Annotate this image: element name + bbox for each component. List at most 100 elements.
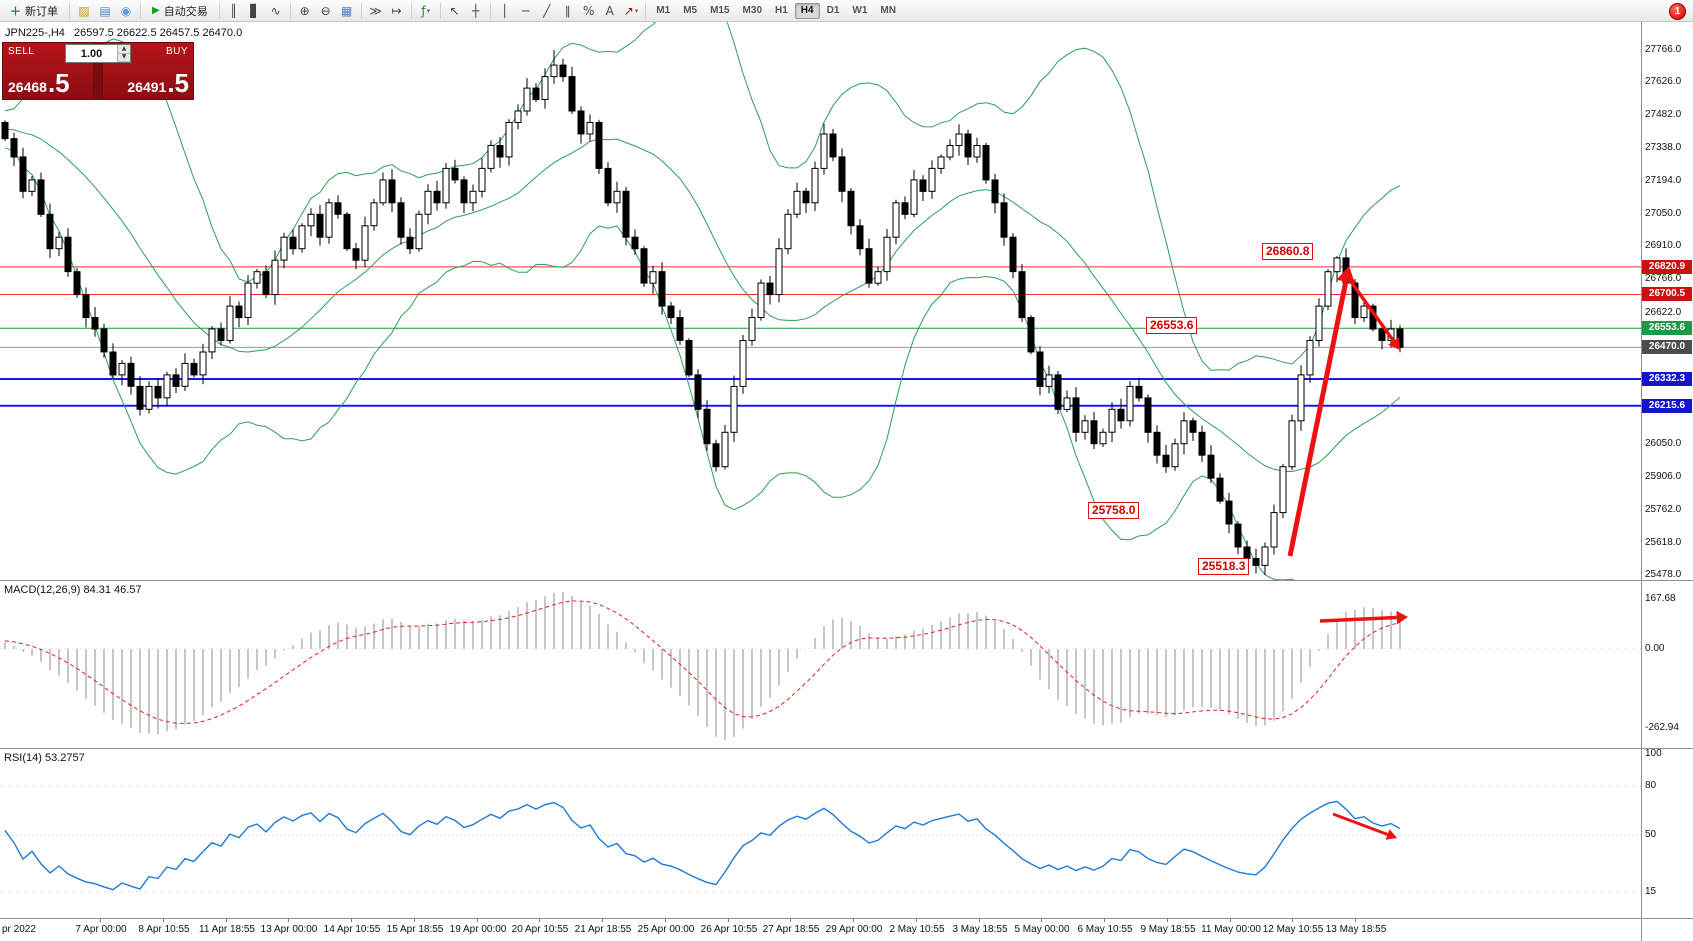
sell-price: 26468.5 bbox=[8, 68, 70, 98]
lot-decrease-button[interactable]: ▼ bbox=[118, 53, 130, 62]
time-tick bbox=[979, 918, 980, 922]
time-axis-label: 26 Apr 10:55 bbox=[700, 924, 758, 935]
panel-separator[interactable] bbox=[0, 748, 1693, 749]
price-badge: 26470.0 bbox=[1642, 340, 1692, 354]
price-badge: 26700.5 bbox=[1642, 287, 1692, 301]
price-annotation-label[interactable]: 25518.3 bbox=[1198, 558, 1250, 575]
timeframe-w1-button[interactable]: W1 bbox=[846, 3, 873, 19]
autotrading-play-icon: ▶ bbox=[152, 5, 160, 16]
time-axis-label: 15 Apr 18:55 bbox=[386, 924, 444, 935]
price-tick-label: 25618.0 bbox=[1645, 537, 1682, 548]
cursor-icon[interactable]: ↖ bbox=[445, 2, 465, 20]
candles-chart-icon[interactable]: ▋ bbox=[245, 2, 265, 20]
lot-spinner: ▲ ▼ bbox=[117, 45, 130, 62]
new-order-button[interactable]: ＋ 新订单 bbox=[3, 2, 65, 20]
macd-histogram bbox=[4, 592, 1401, 741]
time-tick bbox=[477, 918, 478, 922]
time-axis-label: 25 Apr 00:00 bbox=[637, 924, 695, 935]
autoscroll-icon[interactable]: ≫ bbox=[366, 2, 386, 20]
time-tick bbox=[916, 918, 917, 922]
time-axis-label: 6 May 10:55 bbox=[1077, 924, 1133, 935]
crosshair-icon[interactable]: ┼ bbox=[466, 2, 486, 20]
line-chart-icon[interactable]: ∿ bbox=[266, 2, 286, 20]
text-icon[interactable]: A bbox=[600, 2, 620, 20]
chart-windows-icon[interactable]: ▤ bbox=[95, 2, 115, 20]
symbol-period-label: JPN225-,H4 bbox=[5, 27, 65, 39]
price-tick-label: 27482.0 bbox=[1645, 109, 1682, 120]
lot-size-input[interactable] bbox=[66, 45, 117, 62]
price-chart-panel[interactable] bbox=[0, 22, 1641, 580]
price-tick-label: 26050.0 bbox=[1645, 438, 1682, 449]
time-tick bbox=[1292, 918, 1293, 922]
price-annotation-label[interactable]: 26860.8 bbox=[1262, 243, 1314, 260]
autotrading-button[interactable]: ▶ 自动交易 bbox=[145, 2, 215, 20]
buy-price: 26491.5 bbox=[127, 68, 189, 98]
rsi-indicator-label: RSI(14) 53.2757 bbox=[4, 752, 85, 764]
time-tick bbox=[728, 918, 729, 922]
chart-shift-icon[interactable]: ↦ bbox=[387, 2, 407, 20]
time-axis-label: 7 Apr 00:00 bbox=[75, 924, 127, 935]
notification-badge[interactable]: 1 bbox=[1669, 3, 1686, 20]
timeframe-m15-button[interactable]: M15 bbox=[704, 3, 735, 19]
trend-arrow[interactable] bbox=[1332, 812, 1397, 840]
time-axis-label: 29 Apr 00:00 bbox=[825, 924, 883, 935]
price-tick-label: 27194.0 bbox=[1645, 175, 1682, 186]
bars-chart-icon[interactable]: ║ bbox=[224, 2, 244, 20]
help-icon[interactable]: ◉ bbox=[116, 2, 136, 20]
toolbar-group-chart-tools: ║ ▋ ∿ ⊕ ⊖ ▦ ≫ ↦ ƒ ▾ ↖ ┼ │ ─ ╱ ∥% A ↗ ▾ bbox=[216, 2, 650, 20]
channel-icon[interactable]: ∥ bbox=[558, 2, 578, 20]
rsi-panel[interactable] bbox=[0, 748, 1641, 918]
rsi-scale-label: 100 bbox=[1645, 748, 1662, 759]
timeframe-h1-button[interactable]: H1 bbox=[769, 3, 794, 19]
time-tick bbox=[288, 918, 289, 922]
toolbar-group-windows: ▨ ▤ ◉ bbox=[66, 2, 144, 20]
time-tick bbox=[1230, 918, 1231, 922]
price-annotation-label[interactable]: 25758.0 bbox=[1088, 502, 1140, 519]
fibonacci-icon[interactable]: % bbox=[579, 2, 599, 20]
time-tick bbox=[100, 918, 101, 922]
price-badge: 26215.6 bbox=[1642, 399, 1692, 413]
toolbar: ＋ 新订单 ▨ ▤ ◉ ▶ 自动交易 ║ ▋ ∿ ⊕ ⊖ ▦ ≫ ↦ ƒ ▾ ↖ ┼ │ ─ ╱ ∥% A ↗ ▾ M1… bbox=[0, 0, 1693, 22]
trendline-icon[interactable]: ╱ bbox=[537, 2, 557, 20]
trend-arrow[interactable] bbox=[1342, 270, 1400, 350]
zoom-out-icon[interactable]: ⊖ bbox=[316, 2, 336, 20]
toolbar-separator bbox=[439, 2, 441, 19]
timeframe-mn-button[interactable]: MN bbox=[874, 3, 902, 19]
arrows-icon[interactable]: ↗ ▾ bbox=[621, 2, 642, 20]
timeframe-m1-button[interactable]: M1 bbox=[650, 3, 676, 19]
indicators-icon[interactable]: ƒ ▾ bbox=[416, 2, 436, 20]
timeframe-d1-button[interactable]: D1 bbox=[821, 3, 846, 19]
toolbar-separator bbox=[645, 2, 647, 19]
time-axis[interactable]: pr 2022 7 Apr 00:00 8 Apr 10:55 11 Apr 18:5… bbox=[0, 918, 1641, 941]
time-tick bbox=[414, 918, 415, 922]
price-tick-label: 27338.0 bbox=[1645, 142, 1682, 153]
macd-panel[interactable] bbox=[0, 580, 1641, 748]
zoom-in-icon[interactable]: ⊕ bbox=[295, 2, 315, 20]
price-annotation-label[interactable]: 26553.6 bbox=[1146, 317, 1198, 334]
price-scale[interactable]: 27766.0 27626.0 27482.0 27338.0 27194.0 27050… bbox=[1642, 22, 1693, 918]
horizontal-line-icon[interactable]: ─ bbox=[516, 2, 536, 20]
time-axis-label: 8 Apr 10:55 bbox=[138, 924, 190, 935]
timeframe-h4-button[interactable]: H4 bbox=[794, 2, 820, 19]
macd-scale-label: 0.00 bbox=[1645, 643, 1665, 654]
autotrading-label: 自动交易 bbox=[163, 5, 208, 18]
price-badge: 26553.6 bbox=[1642, 321, 1692, 335]
timeframe-m30-button[interactable]: M30 bbox=[737, 3, 768, 19]
price-tick-label: 25478.0 bbox=[1645, 569, 1682, 580]
time-axis-label: 2 May 10:55 bbox=[889, 924, 945, 935]
timeframe-m5-button[interactable]: M5 bbox=[677, 3, 703, 19]
toolbar-separator bbox=[140, 2, 141, 19]
price-tick-label: 25762.0 bbox=[1645, 504, 1682, 515]
time-tick bbox=[1104, 918, 1105, 922]
lot-size-box: ▲ ▼ bbox=[65, 44, 131, 63]
rsi-scale-label: 15 bbox=[1645, 886, 1657, 897]
vertical-line-icon[interactable]: │ bbox=[495, 2, 515, 20]
rsi-scale-label: 80 bbox=[1645, 780, 1657, 791]
lot-increase-button[interactable]: ▲ bbox=[118, 45, 130, 54]
tile-windows-icon[interactable]: ▦ bbox=[337, 2, 357, 20]
panel-separator[interactable] bbox=[0, 580, 1693, 581]
trend-arrow[interactable] bbox=[1319, 610, 1408, 625]
scripts-icon[interactable]: ▨ bbox=[74, 2, 94, 20]
toolbar-separator bbox=[289, 2, 291, 19]
time-tick bbox=[665, 918, 666, 922]
